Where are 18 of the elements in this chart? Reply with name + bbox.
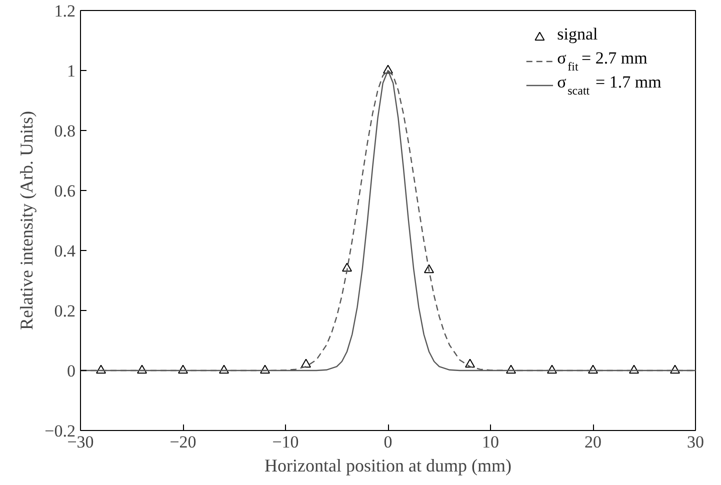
x-tick-label: −20 <box>170 432 196 452</box>
y-tick-label: 0 <box>67 362 76 380</box>
x-tick-label: 10 <box>482 432 499 452</box>
x-tick-label: −10 <box>272 432 299 452</box>
y-tick-label: 0.4 <box>54 242 76 260</box>
point <box>301 358 311 368</box>
y-tick-label: 0.6 <box>54 182 76 200</box>
y-tick-label: 1.2 <box>54 2 76 20</box>
x-tick-label: 30 <box>687 432 704 452</box>
point <box>342 262 352 272</box>
x-tick-label: 0 <box>384 432 392 452</box>
x-axis-title: Horizontal position at dump (mm) <box>264 456 512 476</box>
legend-label: signal <box>557 24 598 44</box>
x-tick-label: 20 <box>584 432 602 452</box>
y-tick-label: 0.2 <box>54 302 76 320</box>
y-axis-title: Relative intensity (Arb. Units) <box>16 111 37 330</box>
y-tick-label: 1 <box>67 62 76 80</box>
y-tick-label: 0.8 <box>54 122 76 140</box>
